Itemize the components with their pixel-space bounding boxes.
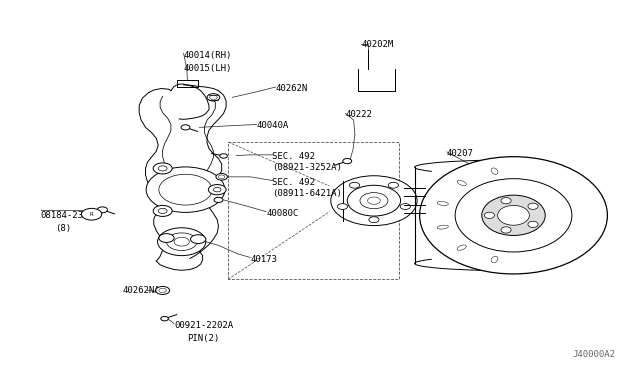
Text: R: R (90, 212, 93, 217)
Text: 40173: 40173 (250, 255, 277, 264)
Text: (08911-6421A): (08911-6421A) (273, 189, 342, 198)
Circle shape (81, 208, 102, 220)
Ellipse shape (528, 221, 538, 227)
Text: 40080C: 40080C (266, 209, 298, 218)
Ellipse shape (457, 180, 467, 186)
Circle shape (213, 187, 221, 192)
Text: (08921-3252A): (08921-3252A) (273, 163, 342, 172)
Circle shape (209, 185, 226, 195)
Circle shape (146, 167, 225, 212)
Text: (8): (8) (55, 224, 71, 232)
Text: 40015(LH): 40015(LH) (184, 64, 232, 73)
Text: 40207: 40207 (447, 148, 474, 157)
Ellipse shape (420, 157, 607, 274)
Text: 40222: 40222 (346, 110, 372, 119)
Text: SEC. 492: SEC. 492 (273, 152, 316, 161)
Circle shape (158, 208, 167, 214)
Circle shape (161, 317, 168, 321)
Ellipse shape (455, 179, 572, 252)
Ellipse shape (491, 256, 498, 263)
Text: 40040A: 40040A (257, 121, 289, 130)
Ellipse shape (482, 195, 545, 235)
Circle shape (388, 182, 398, 188)
Circle shape (153, 205, 172, 217)
Circle shape (220, 154, 227, 158)
Ellipse shape (501, 198, 511, 204)
Circle shape (360, 193, 388, 209)
Text: 40262N: 40262N (276, 84, 308, 93)
Circle shape (153, 163, 172, 174)
Ellipse shape (498, 205, 529, 225)
Circle shape (349, 182, 360, 188)
Circle shape (343, 158, 352, 164)
Circle shape (158, 166, 167, 171)
Ellipse shape (528, 203, 538, 209)
Circle shape (156, 286, 170, 295)
Circle shape (214, 198, 223, 202)
Text: SEC. 492: SEC. 492 (273, 178, 316, 187)
Circle shape (166, 233, 197, 250)
Text: 00921-2202A: 00921-2202A (174, 321, 233, 330)
Circle shape (157, 228, 206, 256)
Circle shape (218, 175, 225, 179)
Circle shape (367, 197, 380, 204)
Circle shape (331, 176, 417, 225)
Ellipse shape (484, 212, 495, 218)
Text: J40000A2: J40000A2 (572, 350, 615, 359)
Circle shape (191, 235, 206, 244)
Circle shape (159, 234, 174, 243)
Text: 40262NA: 40262NA (122, 286, 159, 295)
Circle shape (216, 174, 227, 180)
Circle shape (159, 288, 166, 293)
Text: 40202M: 40202M (361, 41, 394, 49)
Circle shape (97, 207, 108, 213)
Ellipse shape (501, 227, 511, 233)
Circle shape (369, 217, 379, 223)
Circle shape (337, 203, 348, 209)
Text: 08184-2355M: 08184-2355M (41, 211, 100, 220)
Circle shape (210, 95, 217, 100)
Text: PIN(2): PIN(2) (187, 334, 219, 343)
Circle shape (174, 237, 189, 246)
Ellipse shape (457, 245, 467, 250)
Circle shape (181, 125, 190, 130)
Ellipse shape (437, 225, 449, 229)
Circle shape (348, 185, 401, 216)
Ellipse shape (491, 168, 498, 174)
Circle shape (400, 203, 410, 209)
Ellipse shape (437, 202, 449, 205)
Text: 40014(RH): 40014(RH) (184, 51, 232, 60)
Circle shape (207, 94, 220, 101)
